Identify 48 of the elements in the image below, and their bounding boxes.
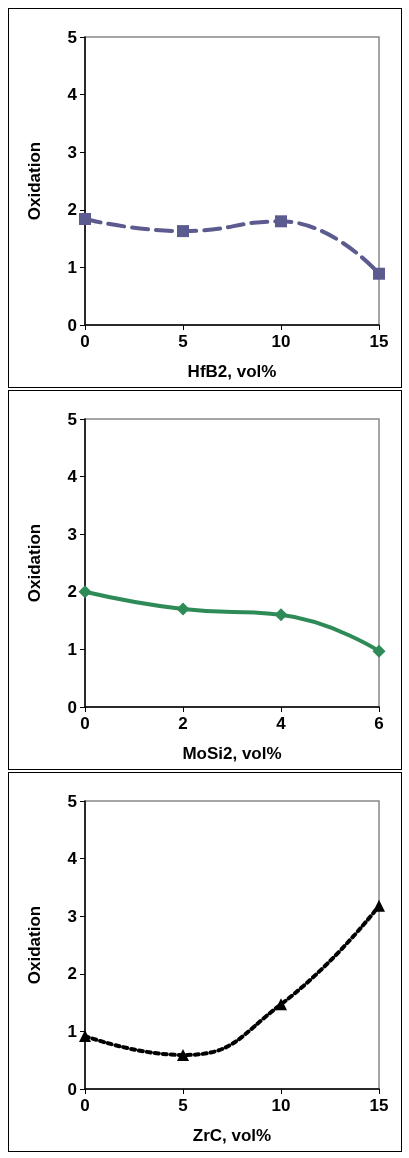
x-tick-label: 10	[271, 1096, 291, 1115]
point	[274, 608, 288, 622]
x-tick-label: 0	[80, 714, 90, 733]
y-tick-label: 0	[67, 697, 77, 717]
x-tick-label: 0	[80, 332, 90, 351]
point	[78, 585, 92, 599]
y-tick-label: 4	[67, 85, 78, 105]
y-tick-label: 1	[67, 1021, 77, 1041]
x-axis-title: ZrC, vol%	[192, 1126, 272, 1145]
x-tick-label: 5	[178, 1096, 188, 1115]
y-tick-label: 4	[67, 467, 78, 487]
y-tick-label: 5	[67, 409, 77, 429]
y-tick-label: 2	[67, 964, 77, 984]
y-tick-label: 0	[67, 315, 77, 335]
y-tick-label: 1	[67, 257, 77, 277]
point	[177, 1049, 189, 1062]
point	[176, 602, 190, 616]
y-tick-label: 5	[67, 791, 77, 811]
y-tick-label: 0	[67, 1079, 77, 1099]
x-tick-label: 0	[80, 1096, 90, 1115]
y-tick-label: 1	[67, 639, 77, 659]
point	[275, 215, 287, 228]
y-tick-label: 3	[67, 906, 77, 926]
y-tick-label: 4	[67, 849, 78, 869]
point	[373, 899, 385, 912]
x-tick-label: 6	[374, 714, 384, 733]
point	[177, 225, 189, 238]
y-tick-label: 3	[67, 524, 77, 544]
y-tick-label: 5	[67, 27, 77, 47]
x-tick-label: 10	[271, 332, 291, 351]
y-tick-label: 3	[67, 142, 77, 162]
point	[275, 998, 287, 1011]
x-tick-label: 5	[178, 332, 188, 351]
y-tick-label: 2	[67, 200, 77, 220]
point	[79, 1030, 91, 1043]
x-tick-label: 4	[276, 714, 287, 733]
y-tick-label: 2	[67, 582, 77, 602]
point	[79, 213, 91, 226]
y-axis-title: Oxidation	[25, 905, 44, 985]
x-axis-title: HfB2, vol%	[187, 362, 277, 381]
x-tick-label: 2	[178, 714, 188, 733]
y-axis-title: Oxidation	[25, 141, 44, 221]
point	[372, 644, 386, 658]
x-tick-label: 15	[369, 332, 389, 351]
x-axis-title: MoSi2, vol%	[182, 744, 282, 763]
y-axis-title: Oxidation	[25, 523, 44, 603]
point	[373, 267, 385, 280]
x-tick-label: 15	[369, 1096, 389, 1115]
